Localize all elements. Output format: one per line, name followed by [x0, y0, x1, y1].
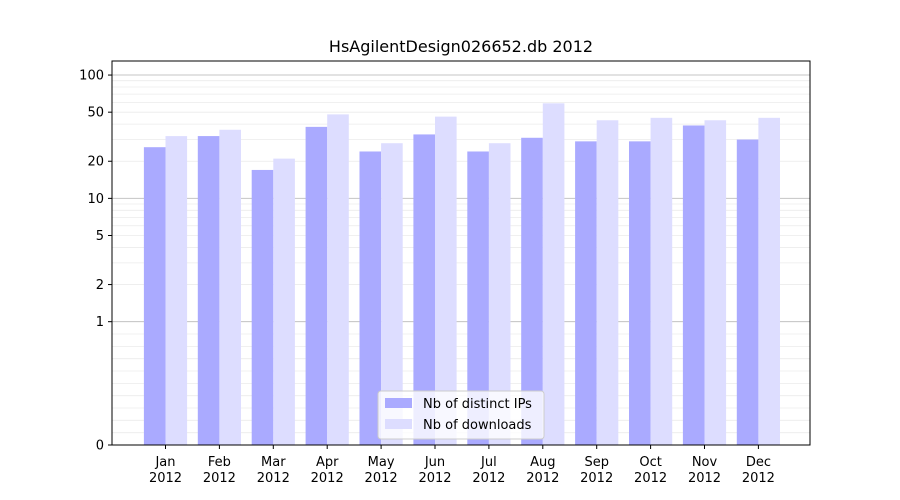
y-tick-label: 2 [96, 278, 104, 293]
bar-distinct-ips [251, 169, 274, 445]
bar-downloads [542, 103, 565, 446]
y-tick-label: 1 [96, 315, 104, 330]
x-tick-label-month: Mar [261, 455, 286, 470]
x-tick-label-month: May [368, 455, 395, 470]
y-tick-label: 50 [87, 106, 104, 121]
bar-distinct-ips [197, 136, 220, 445]
x-tick-label-month: Apr [316, 455, 339, 470]
bar-downloads [758, 117, 780, 446]
bar-distinct-ips [521, 137, 543, 445]
legend-box [377, 390, 545, 440]
bar-downloads [273, 158, 295, 445]
bar-distinct-ips [629, 141, 651, 445]
x-tick-label-year: 2012 [472, 471, 505, 486]
bar-downloads [596, 120, 619, 445]
bar-distinct-ips [682, 125, 705, 445]
bar-downloads [435, 116, 457, 445]
bar-distinct-ips [305, 126, 328, 446]
bar-downloads [704, 120, 727, 445]
bar-distinct-ips [143, 147, 166, 445]
legend-swatch [385, 398, 412, 408]
bar-downloads [219, 129, 241, 445]
y-tick-label: 0 [96, 439, 104, 454]
x-tick-label-year: 2012 [526, 471, 559, 486]
x-tick-label-month: Jul [480, 455, 497, 470]
x-tick-label-month: Oct [639, 455, 661, 470]
bar-distinct-ips [359, 151, 382, 445]
y-tick-label: 20 [87, 155, 104, 170]
x-tick-label-year: 2012 [149, 471, 182, 486]
x-tick-label-month: Dec [746, 455, 771, 470]
x-axis: Jan2012Feb2012Mar2012Apr2012May2012Jun20… [149, 445, 775, 486]
y-tick-label: 5 [96, 229, 104, 244]
x-tick-label-month: Jun [424, 455, 445, 470]
legend-label: Nb of downloads [423, 418, 532, 433]
bar-distinct-ips [413, 134, 435, 446]
x-tick-label-month: Sep [584, 455, 609, 470]
bar-downloads [327, 114, 349, 446]
legend-label: Nb of distinct IPs [423, 397, 532, 412]
x-tick-label-year: 2012 [203, 471, 236, 486]
bar-distinct-ips [575, 141, 597, 445]
y-tick-label: 10 [87, 192, 104, 207]
chart-title: HsAgilentDesign026652.db 2012 [329, 37, 593, 56]
bar-downloads [650, 117, 673, 446]
x-tick-label-year: 2012 [257, 471, 290, 486]
y-tick-label: 100 [79, 69, 104, 84]
x-tick-label-month: Feb [208, 455, 231, 470]
x-tick-label-month: Nov [692, 455, 718, 470]
x-tick-label-year: 2012 [634, 471, 667, 486]
bars [143, 103, 780, 446]
x-tick-label-year: 2012 [580, 471, 613, 486]
bar-downloads [488, 143, 511, 445]
x-tick-label-year: 2012 [688, 471, 721, 486]
plot-frame [111, 60, 811, 446]
x-tick-label-year: 2012 [742, 471, 775, 486]
bar-distinct-ips [467, 151, 489, 445]
x-tick-label-month: Jan [154, 455, 175, 470]
legend: Nb of distinct IPs Nb of downloads [377, 390, 545, 440]
bar-downloads [381, 143, 403, 445]
x-tick-label-year: 2012 [418, 471, 451, 486]
x-tick-label-year: 2012 [311, 471, 344, 486]
x-tick-label-year: 2012 [365, 471, 398, 486]
bar-distinct-ips [736, 139, 759, 445]
bar-downloads [165, 136, 188, 445]
y-axis: 0 1 2 5 10 20 50 100 [79, 69, 112, 454]
legend-swatch [385, 419, 412, 429]
x-tick-label-month: Aug [530, 455, 555, 470]
